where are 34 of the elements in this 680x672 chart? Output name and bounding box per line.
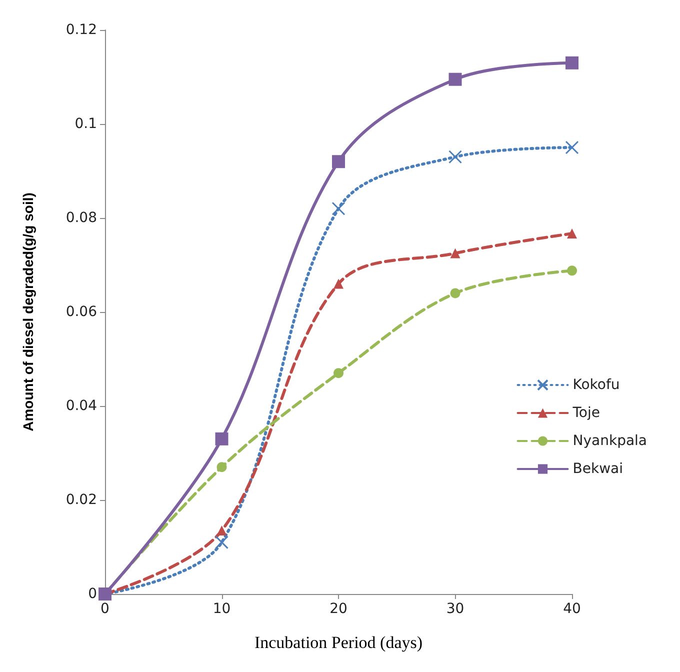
y-tick-label: 0.02 <box>66 492 97 508</box>
y-axis-title: Amount of diesel degraded(g/g soil) <box>20 192 36 432</box>
legend-label: Nyankpala <box>572 433 648 449</box>
point <box>565 140 579 154</box>
x-tick-label: 10 <box>212 601 231 617</box>
point <box>334 278 344 289</box>
y-tick-label: 0.1 <box>74 116 97 132</box>
legend-label: Toje <box>572 405 600 421</box>
x-tick-label: 40 <box>563 601 581 617</box>
point <box>216 462 227 472</box>
point <box>450 288 460 298</box>
x-axis-title: Incubation Period (days) <box>254 633 423 652</box>
point <box>448 72 462 86</box>
x-tick-label: 0 <box>100 601 110 617</box>
point <box>450 248 460 258</box>
legend-label: Kokofu <box>572 377 620 393</box>
x-tick-label: 30 <box>446 601 464 617</box>
legend-label: Bekwai <box>572 461 623 477</box>
point <box>215 432 228 446</box>
point <box>332 202 346 216</box>
y-tick-label: 0.06 <box>66 304 98 320</box>
y-tick-label: 0.04 <box>66 398 98 414</box>
point <box>216 526 227 536</box>
point <box>215 536 228 550</box>
y-tick-label: 0.08 <box>66 210 97 226</box>
x-tick-label: 20 <box>330 601 348 617</box>
point <box>334 368 344 378</box>
y-tick-label: 0.12 <box>66 22 97 38</box>
point <box>566 56 578 70</box>
point <box>567 266 577 276</box>
point <box>448 150 462 164</box>
point <box>332 155 345 168</box>
y-tick-label: 0 <box>88 586 97 602</box>
point <box>567 228 577 239</box>
